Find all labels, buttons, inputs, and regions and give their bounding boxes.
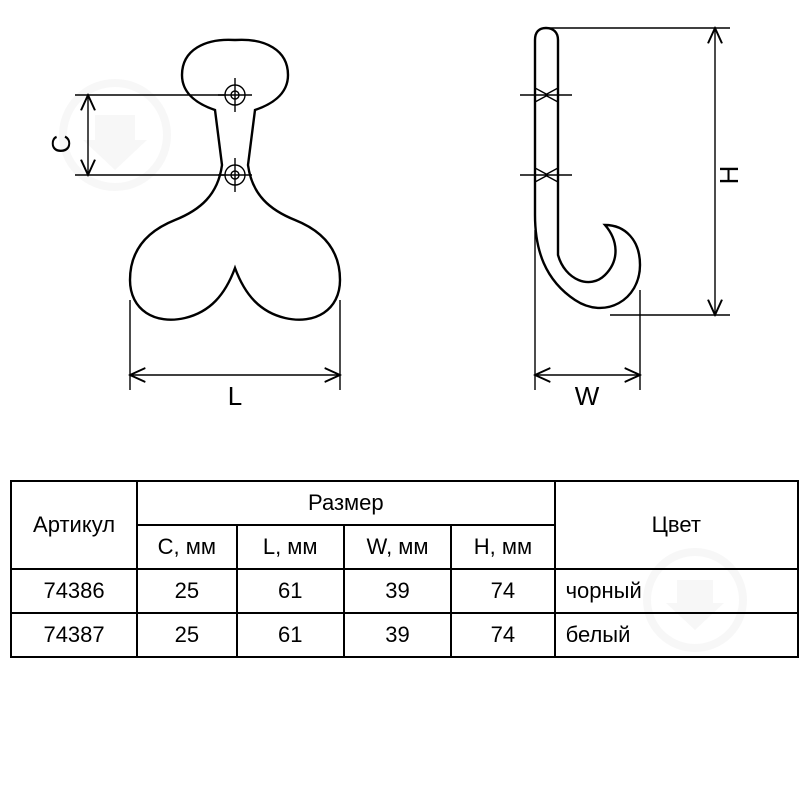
front-view: C L bbox=[46, 40, 340, 411]
table-row: 74387 25 61 39 74 белый bbox=[11, 613, 798, 657]
table-header-row: Артикул Размер Цвет bbox=[11, 481, 798, 525]
side-view: H W bbox=[520, 28, 744, 411]
table-row: 74386 25 61 39 74 чорный bbox=[11, 569, 798, 613]
technical-diagram: C L H bbox=[0, 0, 799, 430]
col-size: Размер bbox=[137, 481, 554, 525]
spec-table: Артикул Размер Цвет C, мм L, мм W, мм H,… bbox=[0, 480, 799, 658]
col-w: W, мм bbox=[344, 525, 451, 569]
watermark-icon bbox=[63, 83, 167, 187]
col-color: Цвет bbox=[555, 481, 798, 569]
col-l: L, мм bbox=[237, 525, 344, 569]
dim-label-l: L bbox=[228, 381, 242, 411]
dim-label-w: W bbox=[575, 381, 600, 411]
col-c: C, мм bbox=[137, 525, 236, 569]
col-h: H, мм bbox=[451, 525, 554, 569]
col-article: Артикул bbox=[11, 481, 137, 569]
dim-label-h: H bbox=[714, 166, 744, 185]
dim-label-c: C bbox=[46, 135, 76, 154]
